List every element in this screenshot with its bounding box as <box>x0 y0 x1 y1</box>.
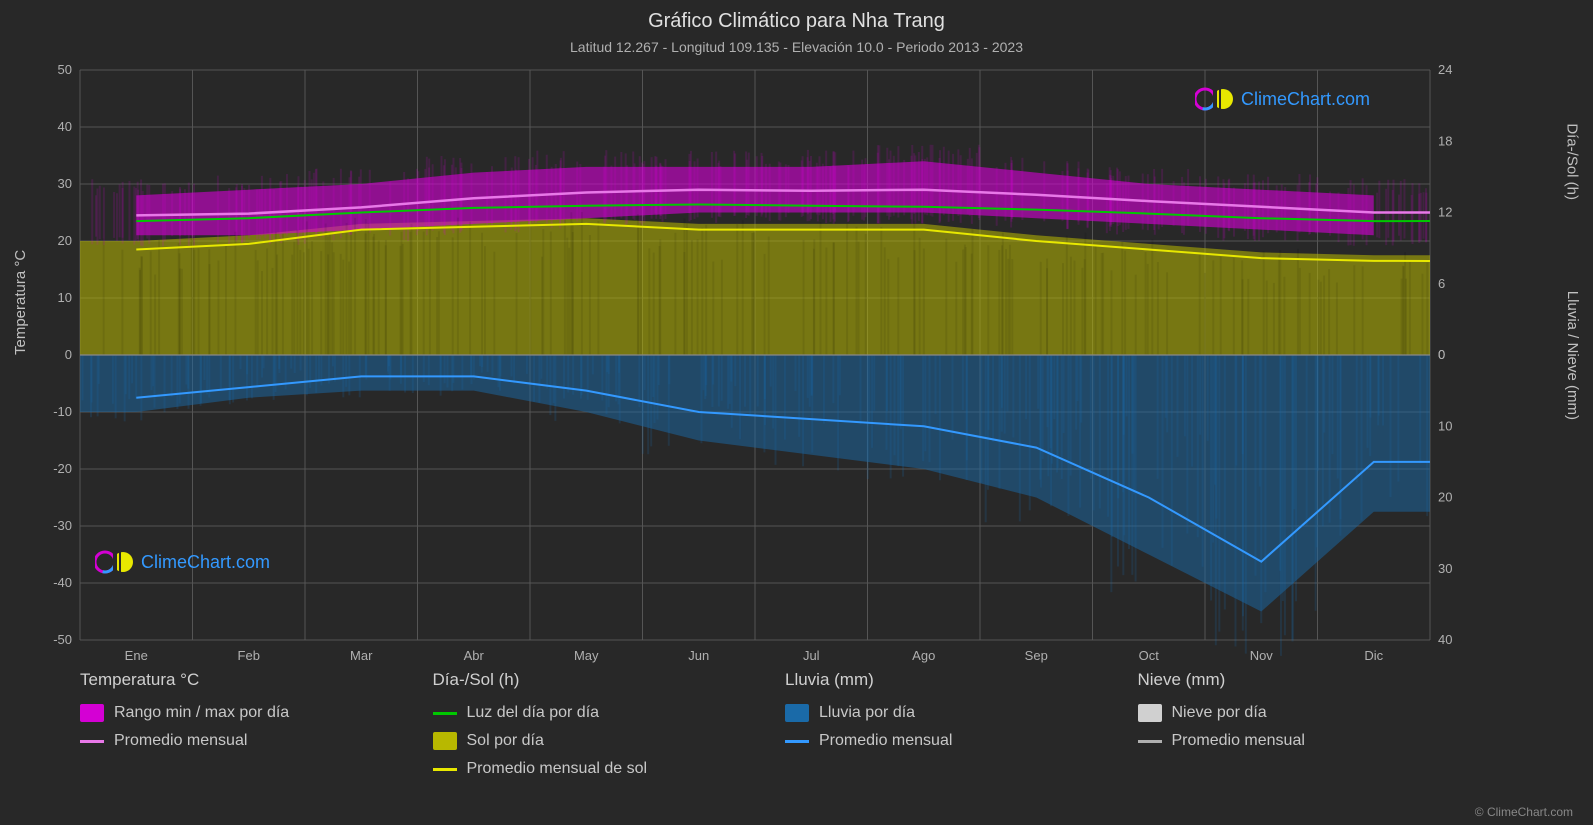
legend-title-rain: Lluvia (mm) <box>785 670 1078 690</box>
legend-title-daysun: Día-/Sol (h) <box>433 670 726 690</box>
svg-text:10: 10 <box>58 290 72 305</box>
svg-text:Abr: Abr <box>464 648 485 663</box>
svg-text:20: 20 <box>1438 490 1452 505</box>
legend-label: Promedio mensual <box>114 732 247 750</box>
svg-text:12: 12 <box>1438 205 1452 220</box>
legend-group-snow: Nieve (mm) Nieve por día Promedio mensual <box>1138 670 1431 788</box>
logo-text: ClimeChart.com <box>1241 89 1370 110</box>
plot-area: -50-40-30-20-100102030405006121824010203… <box>80 70 1430 640</box>
svg-text:24: 24 <box>1438 62 1452 77</box>
svg-text:Ene: Ene <box>125 648 148 663</box>
legend-group-temp: Temperatura °C Rango min / max por día Pr… <box>80 670 373 788</box>
svg-text:40: 40 <box>58 119 72 134</box>
svg-text:40: 40 <box>1438 632 1452 647</box>
legend-title-temp: Temperatura °C <box>80 670 373 690</box>
legend-swatch <box>433 712 457 715</box>
legend-label: Luz del día por día <box>467 704 600 722</box>
svg-text:10: 10 <box>1438 418 1452 433</box>
y-right-top-axis-label: Día-/Sol (h) <box>1564 123 1581 200</box>
svg-text:18: 18 <box>1438 133 1452 148</box>
svg-text:Feb: Feb <box>238 648 260 663</box>
legend-item: Luz del día por día <box>433 704 726 722</box>
legend-label: Rango min / max por día <box>114 704 289 722</box>
svg-text:30: 30 <box>1438 561 1452 576</box>
svg-text:-40: -40 <box>53 575 72 590</box>
copyright: © ClimeChart.com <box>1475 805 1573 819</box>
legend-swatch <box>1138 740 1162 743</box>
legend: Temperatura °C Rango min / max por día Pr… <box>80 670 1430 788</box>
logo-top: ClimeChart.com <box>1195 85 1370 113</box>
legend-label: Nieve por día <box>1172 704 1267 722</box>
svg-text:-50: -50 <box>53 632 72 647</box>
svg-text:Ago: Ago <box>912 648 935 663</box>
legend-label: Promedio mensual <box>819 732 952 750</box>
legend-swatch <box>1138 704 1162 722</box>
svg-text:Mar: Mar <box>350 648 373 663</box>
svg-text:0: 0 <box>65 347 72 362</box>
svg-text:30: 30 <box>58 176 72 191</box>
svg-text:Sep: Sep <box>1025 648 1048 663</box>
plot-svg: -50-40-30-20-100102030405006121824010203… <box>80 70 1430 640</box>
legend-label: Promedio mensual <box>1172 732 1305 750</box>
legend-item: Promedio mensual <box>80 732 373 750</box>
legend-item: Promedio mensual de sol <box>433 760 726 778</box>
chart-subtitle: Latitud 12.267 - Longitud 109.135 - Elev… <box>0 33 1593 55</box>
legend-title-snow: Nieve (mm) <box>1138 670 1431 690</box>
logo-icon <box>95 548 135 576</box>
logo-icon <box>1195 85 1235 113</box>
legend-item: Rango min / max por día <box>80 704 373 722</box>
svg-text:-10: -10 <box>53 404 72 419</box>
svg-text:-20: -20 <box>53 461 72 476</box>
svg-text:Jul: Jul <box>803 648 820 663</box>
logo-bottom: ClimeChart.com <box>95 548 270 576</box>
y-left-axis-label: Temperatura °C <box>12 250 29 355</box>
svg-text:-30: -30 <box>53 518 72 533</box>
svg-text:May: May <box>574 648 599 663</box>
legend-item: Nieve por día <box>1138 704 1431 722</box>
svg-text:Jun: Jun <box>688 648 709 663</box>
legend-item: Sol por día <box>433 732 726 750</box>
legend-swatch <box>433 732 457 750</box>
logo-text: ClimeChart.com <box>141 552 270 573</box>
y-right-bottom-axis-label: Lluvia / Nieve (mm) <box>1564 291 1581 420</box>
legend-label: Promedio mensual de sol <box>467 760 648 778</box>
svg-text:Dic: Dic <box>1364 648 1383 663</box>
svg-text:50: 50 <box>58 62 72 77</box>
svg-text:6: 6 <box>1438 276 1445 291</box>
legend-item: Promedio mensual <box>1138 732 1431 750</box>
legend-item: Lluvia por día <box>785 704 1078 722</box>
legend-item: Promedio mensual <box>785 732 1078 750</box>
chart-title: Gráfico Climático para Nha Trang <box>0 0 1593 33</box>
legend-label: Lluvia por día <box>819 704 915 722</box>
legend-swatch <box>785 740 809 743</box>
climate-chart: Gráfico Climático para Nha Trang Latitud… <box>0 0 1593 825</box>
legend-swatch <box>80 704 104 722</box>
legend-swatch <box>785 704 809 722</box>
legend-swatch <box>433 768 457 771</box>
svg-text:0: 0 <box>1438 347 1445 362</box>
legend-label: Sol por día <box>467 732 544 750</box>
svg-text:Nov: Nov <box>1250 648 1274 663</box>
legend-group-rain: Lluvia (mm) Lluvia por día Promedio mensu… <box>785 670 1078 788</box>
svg-text:Oct: Oct <box>1139 648 1160 663</box>
legend-group-daysun: Día-/Sol (h) Luz del día por día Sol por … <box>433 670 726 788</box>
legend-swatch <box>80 740 104 743</box>
svg-text:20: 20 <box>58 233 72 248</box>
